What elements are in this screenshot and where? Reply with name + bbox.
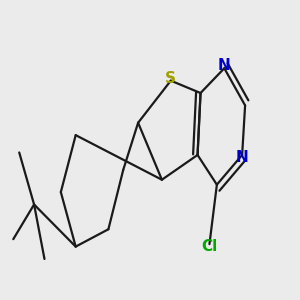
Text: S: S (165, 71, 176, 86)
Text: Cl: Cl (201, 239, 218, 254)
Text: N: N (218, 58, 231, 73)
Text: N: N (236, 150, 248, 165)
